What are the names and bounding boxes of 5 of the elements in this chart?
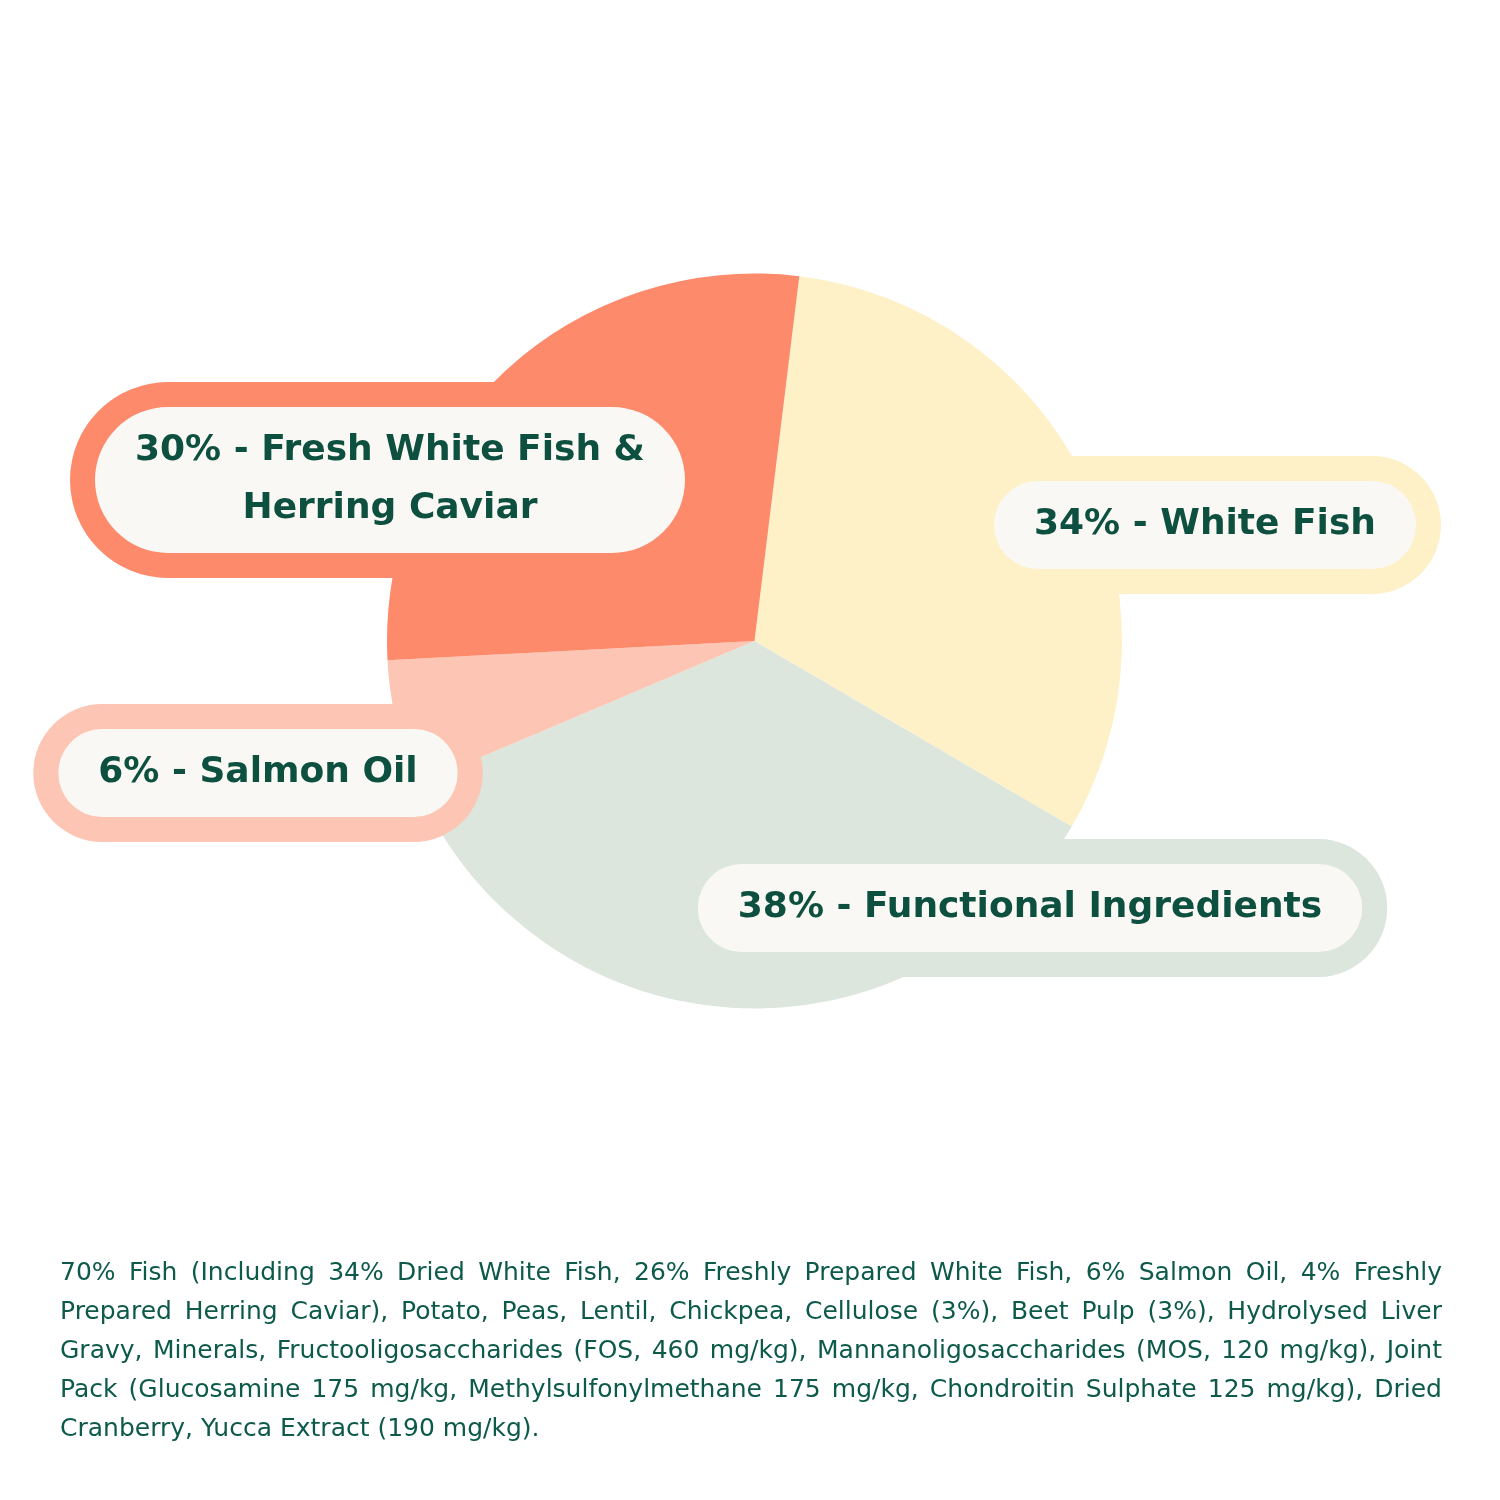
slice-label: 6% - Salmon Oil — [98, 749, 418, 791]
slice-label: 34% - White Fish — [1034, 501, 1376, 543]
text: 70% Fish (Including 34% Dried White Fish, 26% Freshly Prepared White Fish, 6% Salmon Oil, 4% Freshly Prepared Herring Caviar), Potato, Peas, Lentil, Chickpea, Cellulose (3%), Beet Pulp (3%), Hydrolysed Liver Gravy, Minerals, Fructooligosaccharides (FOS, 460 mg/kg), Mannanoligosaccharides (MOS, 120 mg/kg), Joint Pack (Glucosamine 175 mg/kg, Methylsulfonylmethane 175 mg/kg, Chondroitin Sulphate 125 mg/kg), Dried Cranberry, Yucca Extract (190 mg/kg). — [60, 1256, 1442, 1444]
slice-label: 30% - Fresh White Fish & Herring Caviar — [135, 427, 645, 527]
slice-label: 38% - Functional Ingredients — [737, 884, 1323, 926]
